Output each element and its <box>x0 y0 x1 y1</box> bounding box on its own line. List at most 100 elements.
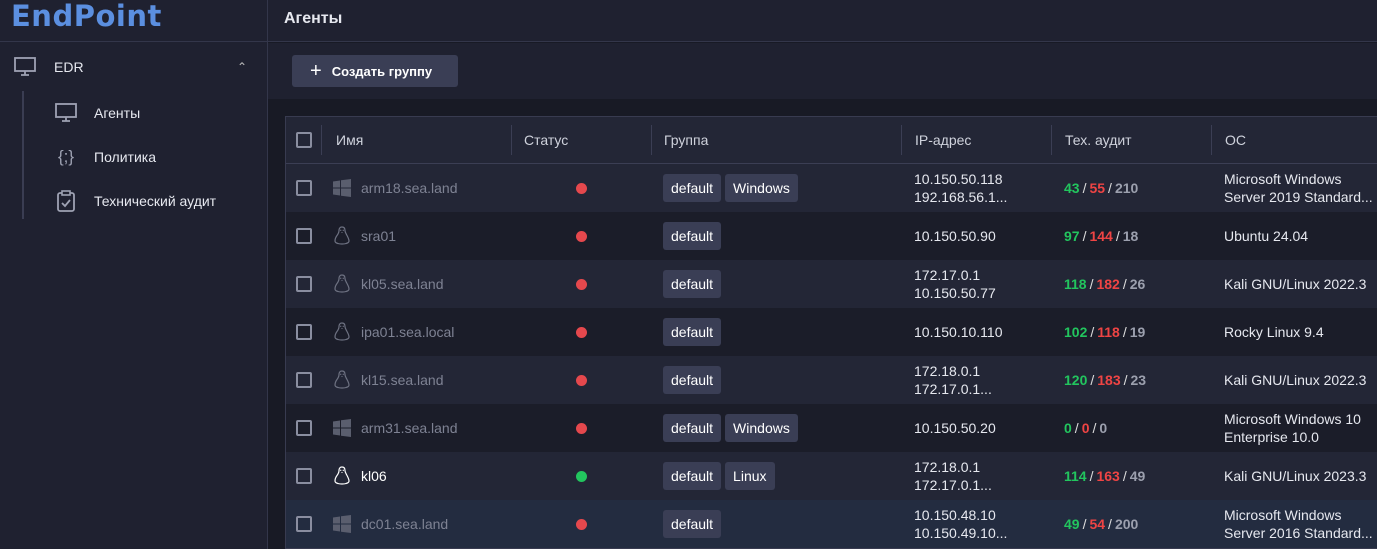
ip-address: 10.150.10.110 <box>914 324 1003 340</box>
agents-table: Имя Статус Группа IP-адрес Тех. аудит ОС… <box>285 116 1377 549</box>
os-name: Ubuntu 24.04 <box>1224 228 1309 244</box>
column-header-status[interactable]: Статус <box>511 125 651 155</box>
os-name: Kali GNU/Linux 2022.3 <box>1224 276 1367 292</box>
row-checkbox[interactable] <box>295 468 312 484</box>
row-checkbox[interactable] <box>295 228 312 244</box>
create-group-button[interactable]: + Создать группу <box>292 55 458 87</box>
row-checkbox[interactable] <box>295 516 312 532</box>
column-header-group[interactable]: Группа <box>651 125 901 155</box>
audit-other: 18 <box>1122 228 1139 244</box>
audit-other: 0 <box>1099 420 1108 436</box>
audit-passed: 43 <box>1064 180 1080 196</box>
ip-address: 172.17.0.1 <box>914 267 981 283</box>
ip-address: 172.18.0.1 <box>914 363 981 379</box>
sidebar: EndPoint EDR ⌃ Агенты {;} Политика Техни… <box>0 0 268 549</box>
os-name: Microsoft Windows <box>1224 507 1342 523</box>
ip-address: 172.17.0.1... <box>914 381 992 397</box>
column-header-name[interactable]: Имя <box>321 125 511 155</box>
status-offline-dot <box>576 422 587 434</box>
agent-name[interactable]: kl15.sea.land <box>361 372 444 388</box>
row-checkbox[interactable] <box>295 372 312 388</box>
agent-name[interactable]: sra01 <box>361 228 397 244</box>
plus-icon: + <box>310 60 322 82</box>
agent-name[interactable]: arm18.sea.land <box>361 180 458 196</box>
linux-icon <box>333 466 351 486</box>
table-row[interactable]: sra01 default 10.150.50.90 97/144/18 Ubuntu … <box>286 212 1377 260</box>
group-tag[interactable]: default <box>663 318 722 346</box>
ip-address: 10.150.50.90 <box>914 228 996 244</box>
status-offline-dot <box>576 374 587 386</box>
clipboard-check-icon <box>54 190 78 212</box>
windows-icon <box>333 179 351 197</box>
table-row[interactable]: ipa01.sea.local default 10.150.10.110 102/1… <box>286 308 1377 356</box>
audit-passed: 102 <box>1064 324 1088 340</box>
sidebar-section-edr[interactable]: EDR ⌃ <box>0 43 267 91</box>
column-header-audit[interactable]: Тех. аудит <box>1051 125 1211 155</box>
audit-other: 23 <box>1130 372 1147 388</box>
group-tag[interactable]: default <box>663 270 722 298</box>
toolbar: + Создать группу <box>268 43 1377 99</box>
os-name: Enterprise 10.0 <box>1224 429 1319 445</box>
group-tag[interactable]: default <box>663 222 722 250</box>
select-all-checkbox[interactable] <box>295 132 312 148</box>
audit-failed: 144 <box>1089 228 1113 244</box>
table-row[interactable]: kl15.sea.land default 172.18.0.1 172.17.0.1… <box>286 356 1377 404</box>
sidebar-item-label: Агенты <box>94 105 141 121</box>
status-offline-dot <box>576 278 587 290</box>
group-tag[interactable]: Windows <box>725 174 798 202</box>
audit-other: 210 <box>1114 180 1139 196</box>
status-offline-dot <box>576 518 587 530</box>
ip-address: 10.150.49.10... <box>914 525 1008 541</box>
group-tag[interactable]: default <box>663 510 722 538</box>
row-checkbox[interactable] <box>295 420 312 436</box>
row-checkbox[interactable] <box>295 324 312 340</box>
linux-icon <box>333 274 351 294</box>
audit-other: 26 <box>1129 276 1146 292</box>
agent-name[interactable]: ipa01.sea.local <box>361 324 455 340</box>
table-header: Имя Статус Группа IP-адрес Тех. аудит ОС <box>286 117 1377 164</box>
table-row[interactable]: arm18.sea.land default Windows 10.150.50.11… <box>286 164 1377 212</box>
audit-failed: 0 <box>1081 420 1090 436</box>
monitor-icon <box>54 103 78 123</box>
agent-name[interactable]: arm31.sea.land <box>361 420 458 436</box>
agent-name[interactable]: dc01.sea.land <box>361 516 449 532</box>
windows-icon <box>333 419 351 437</box>
ip-address: 10.150.50.77 <box>914 285 996 301</box>
audit-passed: 49 <box>1064 516 1080 532</box>
braces-icon: {;} <box>57 147 75 166</box>
status-offline-dot <box>576 182 587 194</box>
group-tag[interactable]: default <box>663 414 722 442</box>
ip-address: 10.150.48.10 <box>914 507 996 523</box>
agent-name[interactable]: kl05.sea.land <box>361 276 444 292</box>
sidebar-item-agents[interactable]: Агенты <box>24 91 267 135</box>
ip-address: 10.150.50.118 <box>914 171 1003 187</box>
logo: EndPoint <box>0 0 267 42</box>
group-tag[interactable]: Linux <box>725 462 775 490</box>
os-name: Kali GNU/Linux 2022.3 <box>1224 372 1367 388</box>
agent-name[interactable]: kl06 <box>361 468 387 484</box>
column-header-os[interactable]: ОС <box>1211 125 1377 155</box>
column-header-ip[interactable]: IP-адрес <box>901 125 1051 155</box>
group-tag[interactable]: Windows <box>725 414 798 442</box>
group-tag[interactable]: default <box>663 174 722 202</box>
ip-address: 10.150.50.20 <box>914 420 996 436</box>
row-checkbox[interactable] <box>295 276 312 292</box>
row-checkbox[interactable] <box>295 180 312 196</box>
linux-icon <box>333 226 351 246</box>
table-row[interactable]: kl05.sea.land default 172.17.0.1 10.150.50.… <box>286 260 1377 308</box>
audit-failed: 183 <box>1097 372 1121 388</box>
sidebar-item-policy[interactable]: {;} Политика <box>24 135 267 179</box>
group-tag[interactable]: default <box>663 462 722 490</box>
audit-failed: 163 <box>1096 468 1120 484</box>
audit-passed: 114 <box>1064 468 1087 484</box>
chevron-up-icon[interactable]: ⌃ <box>236 60 247 74</box>
audit-failed: 55 <box>1089 180 1106 196</box>
table-row[interactable]: kl06 default Linux 172.18.0.1 172.17.0.1... 1… <box>286 452 1377 500</box>
os-name: Rocky Linux 9.4 <box>1224 324 1324 340</box>
monitor-icon <box>13 57 37 77</box>
create-group-label: Создать группу <box>331 63 433 79</box>
table-row[interactable]: dc01.sea.land default 10.150.48.10 10.150.4… <box>286 500 1377 548</box>
table-row[interactable]: arm31.sea.land default Windows 10.150.50.20… <box>286 404 1377 452</box>
group-tag[interactable]: default <box>663 366 722 394</box>
sidebar-item-tech-audit[interactable]: Технический аудит <box>24 179 267 223</box>
